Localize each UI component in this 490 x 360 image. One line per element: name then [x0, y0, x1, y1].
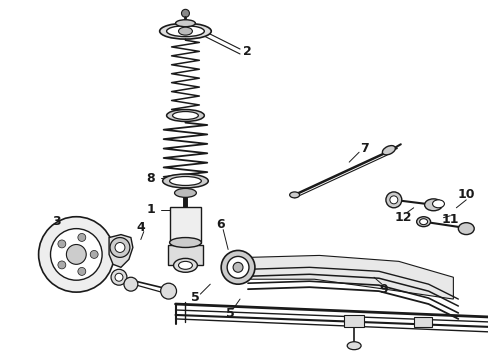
Ellipse shape [167, 109, 204, 121]
Ellipse shape [416, 217, 431, 227]
Circle shape [39, 217, 114, 292]
Ellipse shape [175, 20, 196, 27]
Ellipse shape [425, 199, 442, 211]
Bar [414, 317, 432, 327]
Circle shape [161, 283, 176, 299]
Ellipse shape [227, 256, 249, 278]
Circle shape [111, 269, 127, 285]
Text: 6: 6 [216, 218, 224, 231]
Ellipse shape [419, 219, 428, 225]
Ellipse shape [382, 145, 395, 155]
Text: 7: 7 [360, 142, 368, 155]
Circle shape [181, 9, 190, 17]
Ellipse shape [170, 176, 201, 185]
Ellipse shape [170, 238, 201, 247]
Ellipse shape [163, 174, 208, 188]
Circle shape [110, 238, 130, 257]
Ellipse shape [174, 188, 196, 197]
Text: 10: 10 [458, 188, 475, 201]
Ellipse shape [173, 258, 197, 272]
Circle shape [58, 240, 66, 248]
Ellipse shape [433, 200, 444, 208]
Circle shape [124, 277, 138, 291]
Ellipse shape [458, 223, 474, 235]
Bar [170, 207, 201, 243]
Circle shape [58, 261, 66, 269]
Ellipse shape [167, 26, 204, 37]
Text: 5: 5 [226, 307, 235, 320]
Circle shape [66, 244, 86, 264]
Circle shape [50, 229, 102, 280]
Text: 1: 1 [147, 203, 155, 216]
Polygon shape [248, 255, 453, 299]
Text: 2: 2 [243, 45, 251, 58]
Circle shape [115, 243, 125, 252]
Bar [168, 246, 203, 265]
Text: 9: 9 [380, 283, 388, 296]
Ellipse shape [290, 192, 299, 198]
Circle shape [90, 251, 98, 258]
Circle shape [115, 273, 123, 281]
Circle shape [78, 234, 86, 242]
Text: 11: 11 [441, 213, 459, 226]
Ellipse shape [347, 342, 361, 350]
Text: 4: 4 [136, 221, 145, 234]
Circle shape [78, 267, 86, 275]
Ellipse shape [221, 251, 255, 284]
Ellipse shape [160, 23, 211, 39]
Text: 8: 8 [147, 171, 155, 185]
Polygon shape [109, 235, 133, 267]
Circle shape [390, 196, 398, 204]
Ellipse shape [233, 262, 243, 272]
Ellipse shape [178, 27, 193, 35]
Bar [344, 315, 364, 327]
Text: 5: 5 [191, 291, 200, 303]
Ellipse shape [178, 261, 193, 269]
Circle shape [386, 192, 402, 208]
Text: 3: 3 [52, 215, 61, 228]
Text: 12: 12 [395, 211, 413, 224]
Ellipse shape [172, 112, 198, 120]
